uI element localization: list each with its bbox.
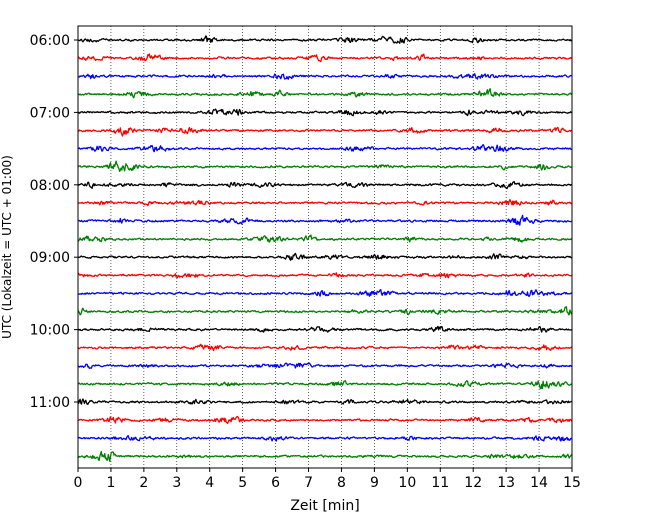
x-tick-label-15: 15 [563,475,581,491]
x-tick-label-10: 10 [398,475,416,491]
trace-1045 [77,380,573,390]
trace-0600 [77,35,573,44]
trace-0745 [77,160,573,172]
trace-0645 [77,88,573,99]
trace-0730 [77,143,573,153]
trace-1115 [77,415,573,425]
plot-background [78,26,572,468]
y-tick-label-1: 07:00 [30,105,70,121]
plot-frame [77,25,573,469]
trace-0830 [77,214,573,226]
trace-0630 [77,73,573,80]
x-axis-ticks: 0 1 2 3 4 5 6 7 8 9 10 11 12 13 14 15 [74,468,581,491]
y-axis-label: UTC (Lokalzeit = UTC + 01:00) [0,155,14,339]
trace-0815 [77,198,573,207]
trace-0700 [77,108,573,117]
x-tick-label-11: 11 [431,475,449,491]
x-tick-label-6: 6 [271,475,280,491]
y-tick-label-2: 08:00 [30,178,70,194]
x-tick-label-4: 4 [205,475,214,491]
trace-0945 [77,306,573,316]
trace-0715 [77,126,573,137]
trace-0800 [77,180,573,190]
x-tick-label-5: 5 [238,475,247,491]
trace-0845 [77,234,573,243]
x-tick-label-14: 14 [530,475,548,491]
y-tick-label-0: 06:00 [30,33,70,49]
x-tick-label-7: 7 [304,475,313,491]
y-tick-label-5: 11:00 [30,395,70,411]
trace-0900 [77,252,573,261]
x-tick-label-0: 0 [74,475,83,491]
x-tick-label-1: 1 [106,475,115,491]
trace-1130 [77,434,573,442]
trace-0915 [77,272,573,279]
traces [77,35,573,462]
y-axis-ticks: 06:00 07:00 08:00 09:00 10:00 11:00 [30,33,78,411]
x-tick-label-3: 3 [172,475,181,491]
x-axis-label: Zeit [min] [290,498,359,514]
y-tick-label-4: 10:00 [30,323,70,339]
trace-1015 [77,343,573,352]
trace-1145 [77,450,573,462]
x-tick-label-12: 12 [464,475,482,491]
trace-0930 [77,289,573,297]
y-tick-label-3: 09:00 [30,250,70,266]
trace-1000 [77,325,573,333]
trace-1030 [77,362,573,369]
x-tick-label-13: 13 [497,475,515,491]
trace-1100 [77,398,573,405]
x-tick-label-9: 9 [370,475,379,491]
x-tick-label-2: 2 [139,475,148,491]
x-tick-label-8: 8 [337,475,346,491]
trace-0615 [77,53,573,63]
